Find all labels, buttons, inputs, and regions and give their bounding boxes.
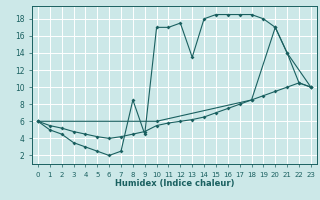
X-axis label: Humidex (Indice chaleur): Humidex (Indice chaleur) xyxy=(115,179,234,188)
